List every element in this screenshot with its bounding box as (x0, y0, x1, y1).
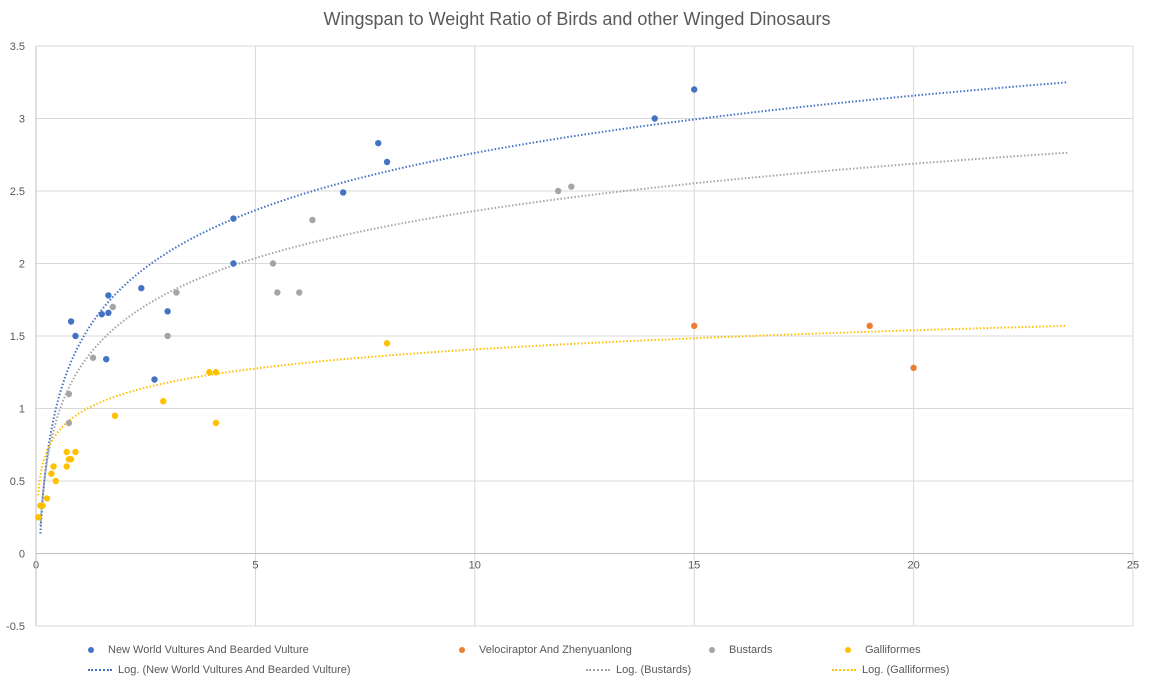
data-point-series-3 (160, 398, 167, 405)
data-point-series-2 (173, 289, 180, 296)
data-point-series-3 (206, 369, 213, 376)
legend-line-log-bustards (586, 669, 610, 671)
legend-item-galliformes: Galliformes (845, 644, 921, 656)
data-point-series-2 (89, 354, 97, 361)
y-tick-label: 2.5 (10, 186, 25, 198)
legend-label-galliformes: Galliformes (865, 644, 921, 656)
legend-label-bustards: Bustards (729, 644, 773, 656)
legend-line-log-vultures (88, 669, 112, 671)
data-point-series-0 (103, 356, 110, 363)
data-point-series-0 (105, 292, 112, 299)
legend-item-bustards: Bustards (709, 644, 772, 656)
data-point-series-2 (109, 303, 116, 311)
y-tick-label: 0.5 (10, 476, 25, 488)
legend-item-velociraptor: Velociraptor And Zhenyuanlong (459, 644, 632, 656)
data-point-series-0 (339, 189, 347, 196)
legend-marker-galliformes (845, 647, 851, 653)
data-point-series-2 (554, 187, 562, 195)
data-point-series-1 (691, 322, 698, 330)
data-point-series-1 (910, 364, 917, 372)
data-points (34, 86, 917, 521)
legend-label-velociraptor: Velociraptor And Zhenyuanlong (479, 644, 632, 656)
y-tick-label: -0.5 (6, 621, 25, 633)
y-tick-label: 2 (19, 259, 25, 271)
trendline-2 (37, 324, 1068, 496)
data-point-series-3 (43, 495, 51, 502)
data-point-series-0 (98, 311, 106, 318)
chart-title: Wingspan to Weight Ratio of Birds and ot… (323, 9, 831, 29)
data-point-series-2 (269, 260, 277, 267)
y-tick-label: 3.5 (10, 41, 25, 53)
scatter-plot: -0.500.511.522.533.50510152025 (6, 41, 1139, 633)
data-point-series-3 (48, 470, 55, 477)
legend-marker-vultures (88, 647, 94, 653)
data-point-series-3 (212, 369, 220, 376)
legend-label-log-bustards: Log. (Bustards) (616, 664, 692, 676)
data-point-series-2 (164, 332, 171, 340)
trendline-0 (39, 81, 1068, 534)
data-point-series-2 (309, 216, 316, 224)
legend-item-log-galliformes: Log. (Galliformes) (832, 664, 949, 676)
data-point-series-0 (383, 158, 391, 166)
data-point-series-2 (274, 289, 281, 296)
data-point-series-2 (65, 419, 73, 427)
data-point-series-0 (138, 284, 145, 292)
data-point-series-0 (230, 260, 237, 267)
trendline-1 (39, 151, 1068, 525)
data-point-series-0 (691, 86, 698, 93)
legend-item-vultures: New World Vultures And Bearded Vulture (88, 644, 309, 656)
data-point-series-3 (63, 463, 70, 470)
legend-item-log-vultures: Log. (New World Vultures And Bearded Vul… (88, 664, 351, 676)
data-point-series-0 (72, 332, 79, 340)
data-point-series-3 (72, 448, 79, 456)
data-point-series-0 (230, 215, 237, 222)
gridlines (36, 45, 1134, 627)
axes: -0.500.511.522.533.50510152025 (6, 41, 1139, 633)
data-point-series-3 (67, 456, 75, 463)
data-point-series-3 (34, 514, 42, 521)
data-point-series-3 (39, 502, 46, 509)
data-point-series-2 (65, 390, 73, 398)
data-point-series-3 (50, 463, 57, 470)
data-point-series-3 (52, 477, 59, 485)
data-point-series-0 (151, 376, 158, 383)
legend-item-log-bustards: Log. (Bustards) (586, 664, 691, 676)
legend-label-log-galliformes: Log. (Galliformes) (862, 664, 950, 676)
legend-marker-velociraptor (459, 647, 465, 653)
data-point-series-0 (164, 308, 171, 315)
data-point-series-3 (63, 448, 70, 456)
data-point-series-0 (67, 318, 75, 325)
y-tick-label: 1 (19, 404, 25, 416)
data-point-series-0 (105, 309, 112, 316)
data-point-series-0 (651, 115, 658, 122)
trendlines (37, 81, 1068, 534)
data-point-series-2 (568, 183, 575, 190)
y-tick-label: 0 (19, 549, 25, 561)
data-point-series-1 (866, 322, 873, 330)
data-point-series-0 (375, 139, 382, 147)
data-point-series-3 (383, 340, 391, 347)
legend: New World Vultures And Bearded Vulture V… (0, 640, 1154, 688)
y-tick-label: 3 (19, 114, 25, 126)
data-point-series-3 (212, 419, 220, 427)
x-tick-label: 15 (688, 560, 700, 572)
legend-label-vultures: New World Vultures And Bearded Vulture (108, 644, 309, 656)
x-tick-label: 20 (907, 560, 919, 572)
data-point-series-2 (296, 289, 303, 296)
x-tick-label: 5 (252, 560, 258, 572)
x-tick-label: 25 (1127, 560, 1139, 572)
x-tick-label: 10 (469, 560, 481, 572)
legend-marker-bustards (709, 647, 715, 653)
data-point-series-3 (111, 412, 119, 419)
legend-line-log-galliformes (832, 669, 856, 671)
legend-label-log-vultures: Log. (New World Vultures And Bearded Vul… (118, 664, 351, 676)
y-tick-label: 1.5 (10, 331, 25, 343)
